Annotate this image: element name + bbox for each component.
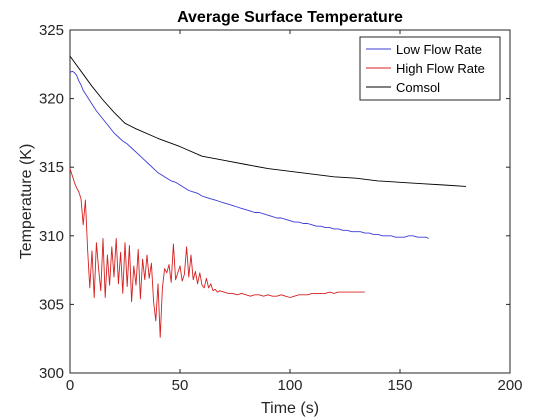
y-tick-label: 315	[39, 159, 64, 176]
legend-label: Low Flow Rate	[396, 42, 482, 57]
legend: Low Flow Rate High Flow Rate Comsol	[359, 36, 501, 101]
x-tick-label: 50	[172, 377, 189, 394]
x-tick-label: 0	[66, 377, 74, 394]
y-tick-label: 320	[39, 91, 64, 108]
series-line-high-flow-rate	[69, 168, 365, 338]
x-tick-label: 150	[387, 377, 412, 394]
x-axis-label: Time (s)	[261, 400, 319, 417]
series-layer	[69, 55, 467, 338]
series-line-low-flow-rate	[69, 70, 429, 239]
legend-label: High Flow Rate	[396, 61, 485, 76]
y-tick-label: 300	[39, 365, 64, 382]
series-line-comsol	[69, 55, 467, 187]
x-tick-label: 100	[277, 377, 302, 394]
legend-label: Comsol	[396, 80, 440, 95]
y-axis-label: Temperature (K)	[18, 144, 35, 260]
axis-ticks: 0 50 100 150 200 300 305 310 315 320 325	[39, 22, 523, 394]
y-tick-label: 325	[39, 22, 64, 39]
y-tick-label: 305	[39, 296, 64, 313]
chart-title: Average Surface Temperature	[177, 9, 403, 26]
y-tick-label: 310	[39, 228, 64, 245]
x-tick-label: 200	[497, 377, 522, 394]
